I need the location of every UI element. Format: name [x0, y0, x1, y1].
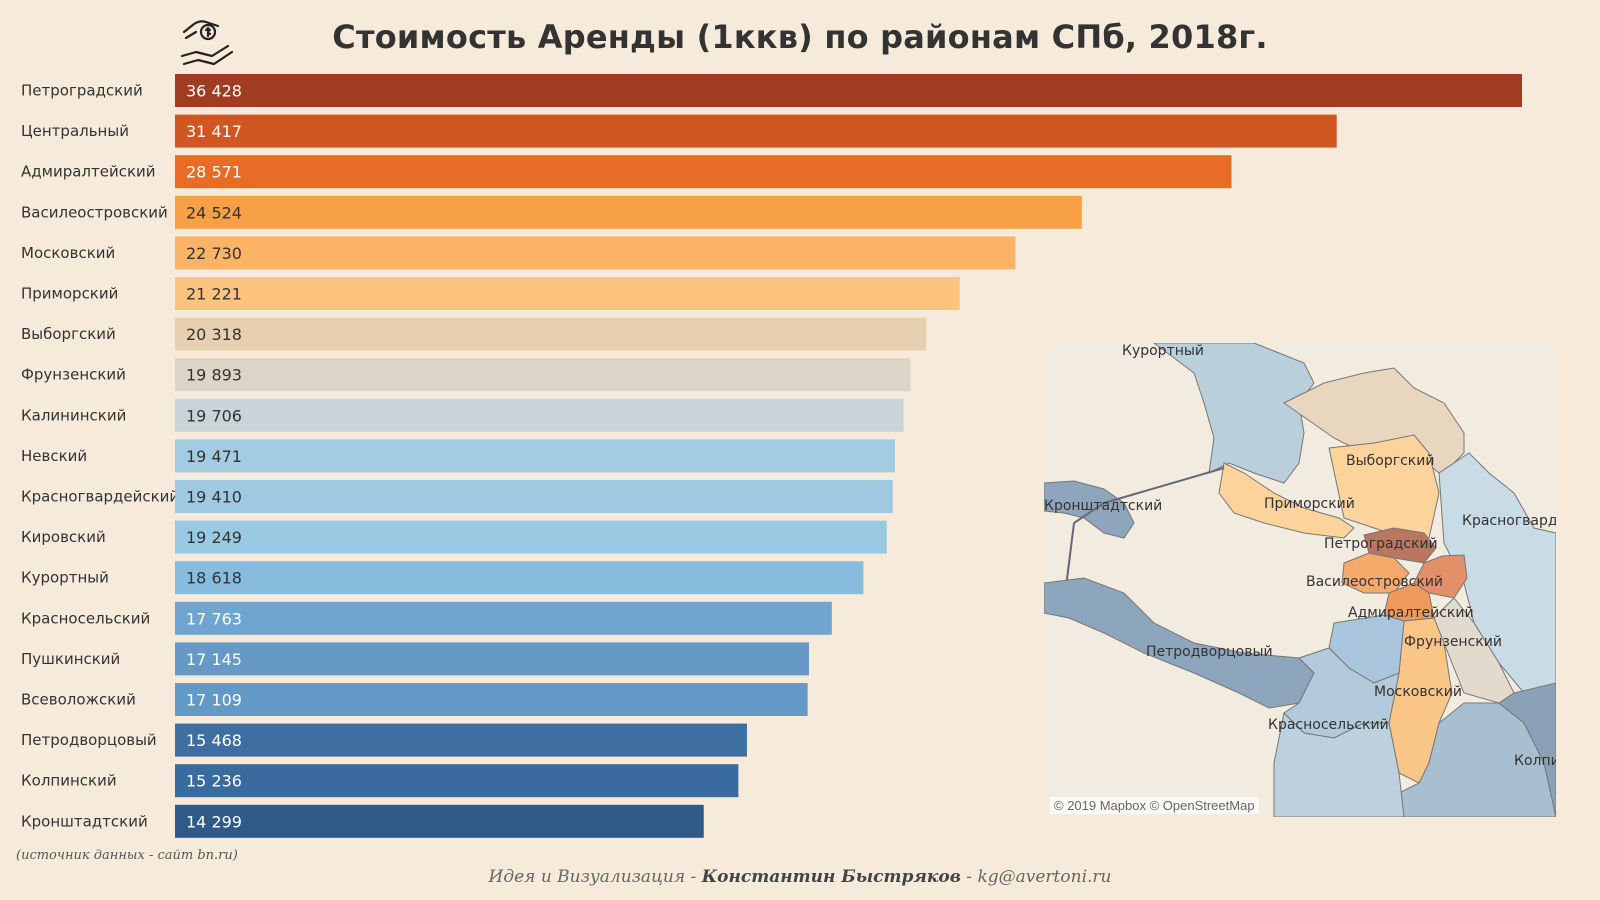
bar-value-label: 17 763 — [186, 609, 242, 628]
category-label: Невский — [21, 447, 87, 465]
category-label: Петроградский — [21, 82, 143, 100]
map-label-admiralteysky: Адмиралтейский — [1348, 605, 1474, 621]
category-label: Всеволожский — [21, 691, 136, 709]
bar-value-label: 14 299 — [186, 812, 242, 831]
bar-value-label: 22 730 — [186, 244, 242, 263]
bar[interactable] — [175, 236, 1016, 270]
bar-value-label: 19 893 — [186, 366, 242, 385]
bar[interactable] — [175, 439, 895, 473]
map-district-kronshtadt[interactable] — [1044, 480, 1135, 539]
map-label-moskovsky: Московский — [1374, 684, 1462, 700]
chart-title: Стоимость Аренды (1ккв) по районам СПб, … — [332, 18, 1268, 56]
category-label: Приморский — [21, 285, 118, 303]
bar-value-label: 17 109 — [186, 691, 242, 710]
bar-value-label: 21 221 — [186, 285, 242, 304]
bar-value-label: 19 706 — [186, 406, 242, 425]
category-label: Кронштадтский — [21, 812, 148, 830]
map-district-kurortny[interactable] — [1153, 343, 1315, 484]
category-label: Красносельский — [21, 609, 150, 627]
map-label-petrogradsky: Петроградский — [1324, 536, 1438, 552]
category-label: Кировский — [21, 528, 106, 546]
bar-value-label: 17 145 — [186, 650, 242, 669]
bar-value-label: 36 428 — [186, 82, 242, 101]
bar[interactable] — [175, 723, 747, 757]
bar[interactable] — [175, 764, 739, 798]
category-label: Колпинский — [21, 772, 117, 790]
bar[interactable] — [175, 480, 893, 513]
category-label: Калининский — [21, 406, 126, 424]
map-label-vasileostrovsky: Василеостровский — [1306, 574, 1443, 590]
bar[interactable] — [175, 74, 1522, 107]
map-label-krasnogvard: Красногварде — [1462, 513, 1556, 529]
bar-value-label: 31 417 — [186, 122, 242, 141]
map-label-frunzensky: Фрунзенский — [1404, 634, 1502, 650]
source-note: (источник данных - сайт bn.ru) — [16, 848, 238, 863]
category-label: Петродворцовый — [21, 731, 157, 749]
bar[interactable] — [175, 642, 809, 676]
bar-value-label: 15 236 — [186, 772, 242, 791]
bar-value-label: 19 471 — [186, 447, 242, 466]
bar[interactable] — [175, 683, 808, 716]
credits: Идея и Визуализация - Константин Быстряк… — [0, 867, 1600, 887]
map-label-kolpino: Колпи — [1514, 753, 1556, 769]
bar-value-label: 19 410 — [186, 488, 242, 507]
map-district-primorsky[interactable] — [1218, 462, 1355, 539]
bar[interactable] — [175, 277, 960, 310]
bar[interactable] — [175, 804, 704, 838]
map-label-kurortny: Курортный — [1122, 343, 1204, 359]
credits-prefix: Идея и Визуализация - — [488, 867, 702, 887]
bar-value-label: 24 524 — [186, 203, 242, 222]
credits-contact[interactable]: - kg@avertoni.ru — [960, 867, 1112, 887]
map-attribution[interactable]: © 2019 Mapbox © OpenStreetMap — [1050, 797, 1259, 814]
category-label: Московский — [21, 244, 115, 262]
credits-author: Константин Быстряков — [701, 867, 961, 887]
category-label: Выборгский — [21, 325, 116, 343]
category-label: Центральный — [21, 122, 129, 140]
bar[interactable] — [175, 195, 1082, 229]
category-label: Курортный — [21, 569, 109, 587]
map-label-petrodvorets: Петродворцовый — [1146, 644, 1273, 660]
bar[interactable] — [175, 601, 832, 635]
map-label-vyborgsky: Выборгский — [1346, 453, 1434, 469]
category-label: Пушкинский — [21, 650, 120, 668]
bar-value-label: 19 249 — [186, 528, 242, 547]
bar-value-label: 15 468 — [186, 731, 242, 750]
bar[interactable] — [175, 561, 864, 595]
map-label-krasnoselsky: Красносельский — [1268, 717, 1389, 733]
category-label: Адмиралтейский — [21, 163, 156, 181]
hand-money-icon — [180, 20, 234, 66]
district-map[interactable]: Курортный Выборгский Приморский Кронштад… — [1044, 343, 1556, 817]
bar[interactable] — [175, 358, 911, 392]
map-label-kronshtadt: Кронштадтский — [1044, 498, 1162, 514]
map-canvas: Курортный Выборгский Приморский Кронштад… — [1044, 343, 1556, 817]
bar-value-label: 20 318 — [186, 325, 242, 344]
bar[interactable] — [175, 398, 904, 432]
bar[interactable] — [175, 317, 927, 351]
bar[interactable] — [175, 114, 1337, 148]
category-label: Красногвардейский — [21, 488, 179, 506]
category-label: Фрунзенский — [21, 366, 126, 384]
bar-value-label: 28 571 — [186, 163, 242, 182]
bar[interactable] — [175, 520, 887, 554]
category-label: Василеостровский — [21, 203, 168, 221]
bar-value-label: 18 618 — [186, 569, 242, 588]
map-label-primorsky: Приморский — [1264, 496, 1355, 512]
bar[interactable] — [175, 155, 1232, 189]
